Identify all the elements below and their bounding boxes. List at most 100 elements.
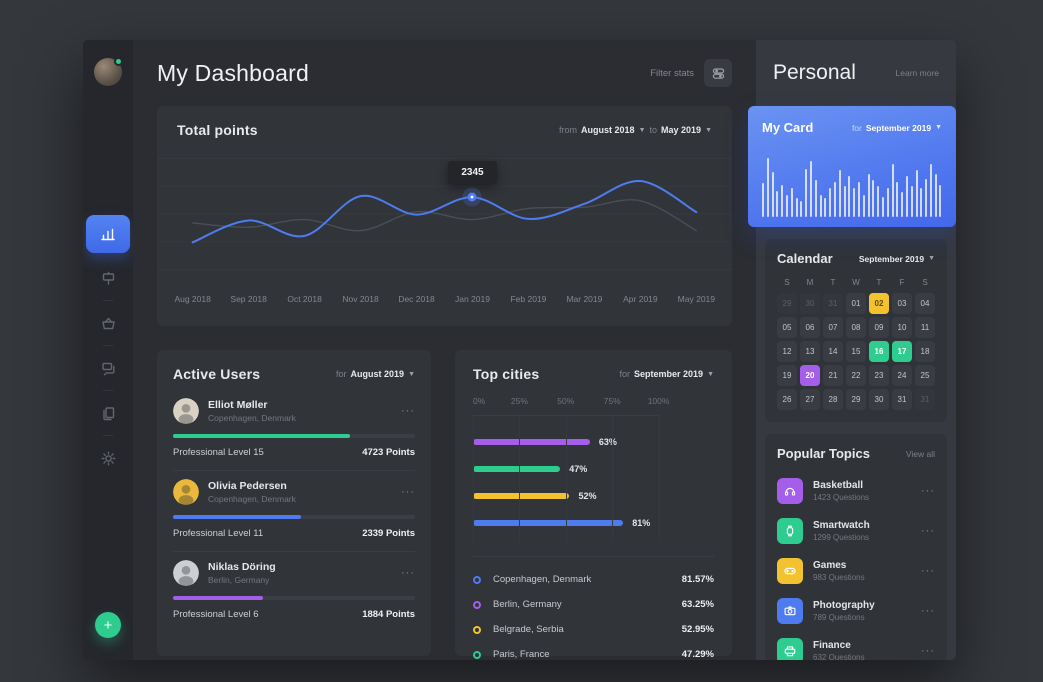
calendar-date-cell[interactable]: 27	[800, 389, 820, 410]
calendar-date-cell[interactable]: 29	[777, 293, 797, 314]
calendar-date-cell[interactable]: 03	[892, 293, 912, 314]
calendar-date-cell[interactable]: 04	[915, 293, 935, 314]
calendar-date-cell[interactable]: 07	[823, 317, 843, 338]
calendar-date-cell[interactable]: 28	[823, 389, 843, 410]
more-options-icon[interactable]: ···	[921, 605, 935, 617]
more-options-icon[interactable]: ···	[401, 567, 415, 579]
calendar-date-cell[interactable]: 12	[777, 341, 797, 362]
x-axis-label: Dec 2018	[398, 294, 435, 304]
more-options-icon[interactable]: ···	[401, 405, 415, 417]
calendar-date-cell[interactable]: 21	[823, 365, 843, 386]
filter-stats-button[interactable]	[704, 59, 732, 87]
avatar	[173, 398, 199, 424]
sparkline-bar	[901, 192, 904, 217]
topic-row[interactable]: Games 983 Questions ···	[777, 551, 935, 591]
legend-row: Paris, France 47.29%	[473, 642, 714, 660]
calendar-date-cell[interactable]: 16	[869, 341, 889, 362]
smartwatch-icon	[786, 525, 794, 537]
calendar-date-cell[interactable]: 20	[800, 365, 820, 386]
chevron-down-icon[interactable]: ▼	[638, 126, 646, 134]
topic-row[interactable]: Smartwatch 1299 Questions ···	[777, 511, 935, 551]
from-value-dropdown[interactable]: August 2018	[581, 125, 635, 135]
chevron-down-icon[interactable]: ▼	[928, 255, 935, 262]
calendar-date-cell[interactable]: 25	[915, 365, 935, 386]
city-bar[interactable]	[473, 492, 570, 499]
calendar-date-cell[interactable]: 05	[777, 317, 797, 338]
calendar-date-cell[interactable]: 31	[892, 389, 912, 410]
legend-city: Belgrade, Serbia	[493, 624, 564, 635]
more-options-icon[interactable]: ···	[401, 486, 415, 498]
calendar-date-cell[interactable]: 19	[777, 365, 797, 386]
chevron-down-icon[interactable]: ▼	[408, 370, 415, 378]
topic-row[interactable]: Basketball 1423 Questions ···	[777, 471, 935, 511]
chevron-down-icon[interactable]: ▼	[935, 124, 942, 131]
user-level: Professional Level 6	[173, 609, 259, 620]
active-users-header: Active Users for August 2019 ▼	[173, 350, 415, 390]
more-options-icon[interactable]: ···	[921, 645, 935, 657]
sidebar-item-dashboard[interactable]	[83, 214, 133, 254]
chart-data-point[interactable]	[467, 192, 477, 202]
calendar-date-cell[interactable]: 13	[800, 341, 820, 362]
calendar-date-cell[interactable]: 10	[892, 317, 912, 338]
bar-chart-icon	[101, 228, 115, 241]
online-status-dot	[114, 57, 123, 66]
my-card-period: for September 2019 ▼	[852, 123, 942, 133]
legend-bullet	[473, 600, 481, 609]
sparkline-bar	[848, 176, 851, 217]
city-bar-row: 47%	[473, 455, 659, 482]
calendar-date-cell[interactable]: 30	[800, 293, 820, 314]
calendar-date-cell[interactable]: 01	[846, 293, 866, 314]
calendar-date-cell[interactable]: 24	[892, 365, 912, 386]
my-card[interactable]: My Card for September 2019 ▼	[748, 106, 956, 227]
calendar-date-cell[interactable]: 31	[823, 293, 843, 314]
to-value-dropdown[interactable]: May 2019	[661, 125, 702, 135]
user-avatar[interactable]	[94, 57, 123, 86]
calendar-date-cell[interactable]: 30	[869, 389, 889, 410]
chevron-down-icon[interactable]: ▼	[707, 370, 714, 378]
calendar-date-cell[interactable]: 08	[846, 317, 866, 338]
calendar-date-cell[interactable]: 09	[869, 317, 889, 338]
sidebar-item-signs[interactable]	[83, 257, 133, 299]
legend-value: 47.29%	[681, 649, 714, 660]
more-options-icon[interactable]: ···	[921, 485, 935, 497]
topic-row[interactable]: Finance 632 Questions ···	[777, 631, 935, 660]
city-bar[interactable]	[473, 519, 624, 526]
period-dropdown[interactable]: September 2019	[634, 369, 704, 379]
city-bar[interactable]	[473, 465, 561, 472]
chevron-down-icon[interactable]: ▼	[705, 126, 712, 134]
sidebar-item-settings[interactable]	[83, 437, 133, 479]
calendar-period: September 2019 ▼	[859, 254, 935, 264]
topic-count: 632 Questions	[813, 653, 865, 660]
sidebar-item-messages[interactable]	[83, 347, 133, 389]
calendar-date-cell[interactable]: 31	[915, 389, 935, 410]
calendar-date-cell[interactable]: 26	[777, 389, 797, 410]
calendar-date-cell[interactable]: 06	[800, 317, 820, 338]
period-dropdown[interactable]: August 2019	[350, 369, 405, 379]
view-all-link[interactable]: View all	[905, 448, 935, 459]
calendar-date-cell[interactable]: 11	[915, 317, 935, 338]
learn-more-link[interactable]: Learn more	[895, 68, 939, 78]
calendar-date-cell[interactable]: 23	[869, 365, 889, 386]
sidebar-item-documents[interactable]	[83, 392, 133, 434]
calendar-date-cell[interactable]: 22	[846, 365, 866, 386]
axis-tick-label: 50%	[557, 396, 575, 406]
calendar-date-cell[interactable]: 18	[915, 341, 935, 362]
more-options-icon[interactable]: ···	[921, 565, 935, 577]
add-button[interactable]: +	[95, 612, 121, 638]
calendar-date-cell[interactable]: 17	[892, 341, 912, 362]
calendar-date-cell[interactable]: 29	[846, 389, 866, 410]
calendar-date-cell[interactable]: 15	[846, 341, 866, 362]
calendar-date-cell[interactable]: 14	[823, 341, 843, 362]
calendar-date-cell[interactable]: 02	[869, 293, 889, 314]
period-dropdown[interactable]: September 2019	[865, 122, 932, 133]
city-bar[interactable]	[473, 438, 590, 445]
period-dropdown[interactable]: September 2019	[858, 253, 925, 264]
nav-divider	[103, 345, 113, 346]
topic-row[interactable]: Photography 789 Questions ···	[777, 591, 935, 631]
total-points-chart[interactable]: 2345	[157, 148, 732, 280]
more-options-icon[interactable]: ···	[921, 525, 935, 537]
avatar	[173, 560, 199, 586]
sidebar-item-shop[interactable]	[83, 302, 133, 344]
from-label: from	[559, 125, 578, 135]
